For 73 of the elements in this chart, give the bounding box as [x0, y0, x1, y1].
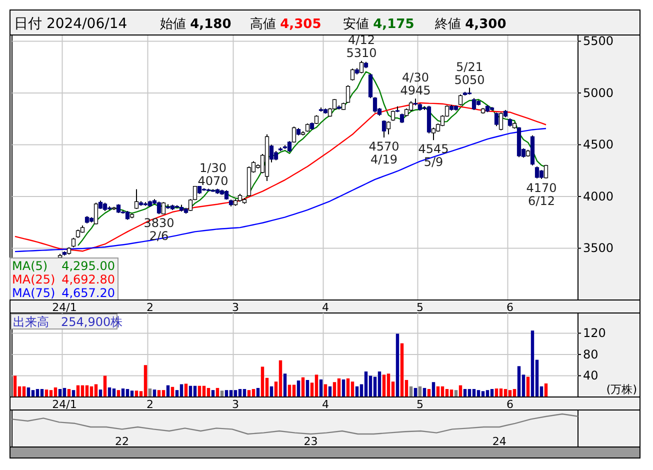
- bar: [13, 376, 17, 397]
- bar: [368, 376, 372, 397]
- bar: [324, 384, 328, 397]
- bar: [144, 365, 148, 397]
- x-tick-label: 5: [416, 398, 424, 411]
- x-tick-label: 23: [304, 435, 318, 448]
- x-tick-label: 4: [322, 301, 329, 314]
- x-tick-label: 6: [506, 301, 514, 314]
- bar: [396, 334, 400, 397]
- text: 始値 4,180: [160, 17, 232, 32]
- bar: [319, 379, 323, 397]
- bar: [180, 384, 184, 397]
- x-tick-label: 2: [146, 301, 154, 314]
- bar: [342, 379, 346, 397]
- y-tick-label: 40: [583, 368, 598, 383]
- x-tick-label: 24/1: [52, 301, 77, 314]
- annotation: 4,692.80: [62, 272, 115, 286]
- bar: [530, 330, 534, 397]
- y-tick-label: 5500: [583, 34, 614, 48]
- annotation: 5/21 5050: [454, 60, 485, 87]
- bar: [346, 378, 350, 397]
- text: 終値 4,300: [434, 17, 506, 32]
- x-tick-label: 24: [492, 435, 506, 448]
- legend: 出来高 254,900株: [10, 314, 123, 330]
- y-tick-label: 120: [583, 326, 606, 340]
- annotation: 4,295.00: [62, 259, 115, 273]
- bar: [526, 376, 530, 397]
- x-tick-label: 5: [416, 301, 424, 314]
- bar: [296, 380, 300, 397]
- bar: [337, 378, 341, 397]
- x-tick-label: 22: [115, 435, 130, 448]
- annotation: 4,657.20: [62, 286, 115, 300]
- x-tick-label: 24/1: [52, 398, 77, 411]
- annotation: 4/12 5310: [346, 32, 377, 60]
- bar: [260, 366, 264, 397]
- y-tick-label: 4000: [583, 189, 614, 204]
- bar: [378, 371, 382, 397]
- bar: [386, 374, 390, 397]
- x-tick-label: 3: [232, 301, 239, 314]
- annotation: 4545 5/9: [418, 142, 449, 170]
- bar: [278, 360, 282, 397]
- x-tick-label: 2: [146, 398, 154, 411]
- bar: [94, 384, 98, 397]
- x-tick-label: 4: [322, 398, 329, 411]
- annotation: 4570 4/19: [368, 139, 400, 166]
- annotation: 4170 6/12: [526, 180, 557, 208]
- text: 高値 4,305: [250, 16, 322, 32]
- x-tick-label: 3: [232, 398, 239, 411]
- y-tick-label: 4500: [583, 138, 614, 152]
- bar: [301, 377, 305, 397]
- y-tick-label: 80: [583, 347, 598, 362]
- legend: MA(5) 4,295.00 MA(25) 4,692.80 MA(75) 4,657.20: [10, 258, 118, 300]
- bar: [364, 371, 368, 397]
- bar: [400, 343, 404, 397]
- y-axis-title: (万株): [606, 383, 637, 396]
- bar: [350, 382, 354, 397]
- annotation: 1/30 4070: [198, 161, 228, 188]
- bar: [382, 374, 386, 397]
- x-tick-label: 6: [506, 398, 514, 411]
- bar: [283, 374, 287, 397]
- chart-title: 日付 2024/06/14: [14, 16, 128, 32]
- y-tick-label: 3500: [583, 241, 614, 256]
- bar: [332, 382, 336, 397]
- bar: [432, 382, 436, 397]
- bar: [314, 374, 318, 397]
- annotation: 4/30 4945: [400, 70, 431, 98]
- bar: [184, 384, 188, 397]
- bar: [544, 383, 548, 397]
- bar: [306, 380, 310, 397]
- y-tick-label: 5000: [583, 86, 614, 100]
- text: 安値 4,175: [343, 16, 414, 32]
- bar: [517, 366, 521, 397]
- bar: [103, 376, 107, 397]
